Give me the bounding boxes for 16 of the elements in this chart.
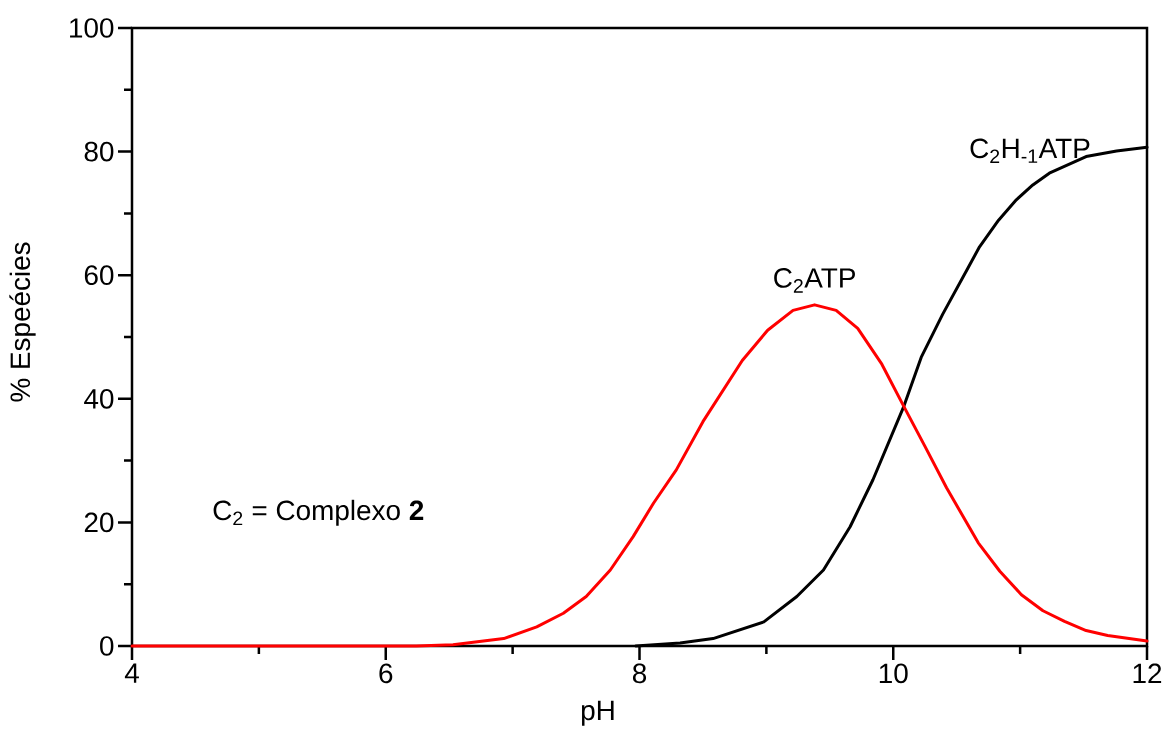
x-tick-label: 4 — [124, 663, 139, 683]
x-tick-label: 6 — [379, 663, 393, 684]
x-axis-title: pH — [581, 700, 614, 726]
annotation: C$_{2}$ = Complexo 2 — [213, 499, 424, 526]
series-label: C$_{2}$H$_{-1}$ATP — [970, 138, 1090, 164]
y-tick-label: 40 — [84, 388, 114, 409]
x-tick-label: 12 — [1133, 663, 1162, 683]
y-tick-label: 60 — [84, 265, 114, 286]
x-tick-label: 10 — [879, 663, 908, 684]
y-tick-label: 80 — [84, 141, 114, 162]
y-tick-label: 0 — [100, 636, 114, 656]
y-axis-title: % Espeécies — [9, 242, 36, 402]
series-label: C$_{2}$ATP — [774, 268, 855, 293]
y-tick-label: 100 — [70, 18, 114, 38]
y-tick-label: 20 — [84, 512, 114, 533]
x-tick-label: 8 — [632, 663, 647, 684]
